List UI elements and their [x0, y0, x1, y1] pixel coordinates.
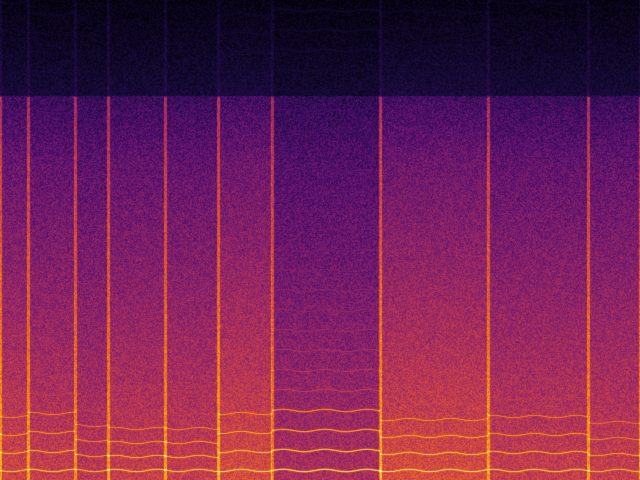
- spectrogram-heatmap: [0, 0, 640, 480]
